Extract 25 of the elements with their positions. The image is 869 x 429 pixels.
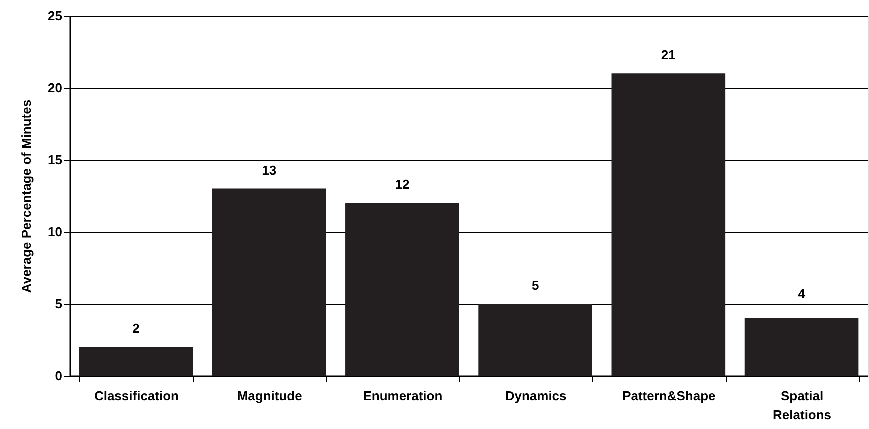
- y-axis-title: Average Percentage of Minutes: [19, 100, 34, 294]
- y-tick-label: 10: [48, 224, 62, 240]
- data-label: 13: [262, 162, 277, 178]
- x-tick-label: Spatial Relations: [773, 388, 832, 422]
- bar: [79, 347, 194, 376]
- y-tick-label: 5: [55, 296, 62, 312]
- bar: [478, 304, 592, 376]
- bar: [612, 74, 726, 376]
- y-tick-label: 15: [48, 152, 62, 168]
- data-label: 4: [798, 286, 806, 302]
- y-tick-label: 0: [55, 368, 62, 384]
- x-tick-label: Magnitude: [237, 388, 302, 404]
- x-tick-label: Dynamics: [505, 388, 567, 404]
- x-tick-label: Pattern&Shape: [622, 388, 716, 404]
- data-label: 5: [532, 278, 540, 293]
- data-label: 21: [661, 48, 676, 63]
- x-tick-label: Classification: [94, 388, 180, 404]
- bar: [744, 318, 859, 376]
- bar: [346, 203, 460, 376]
- data-label: 2: [132, 321, 140, 336]
- y-tick-label: 20: [48, 80, 62, 96]
- y-tick-label: 25: [48, 8, 62, 24]
- data-label: 12: [395, 177, 410, 192]
- x-tick-label: Enumeration: [363, 388, 443, 404]
- bar: [212, 188, 326, 376]
